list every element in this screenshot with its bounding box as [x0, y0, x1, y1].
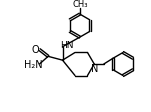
Text: CH₃: CH₃	[72, 0, 88, 9]
Text: HN: HN	[61, 41, 74, 50]
Text: H₂N: H₂N	[24, 60, 43, 70]
Text: N: N	[92, 64, 99, 74]
Text: O: O	[32, 45, 39, 55]
